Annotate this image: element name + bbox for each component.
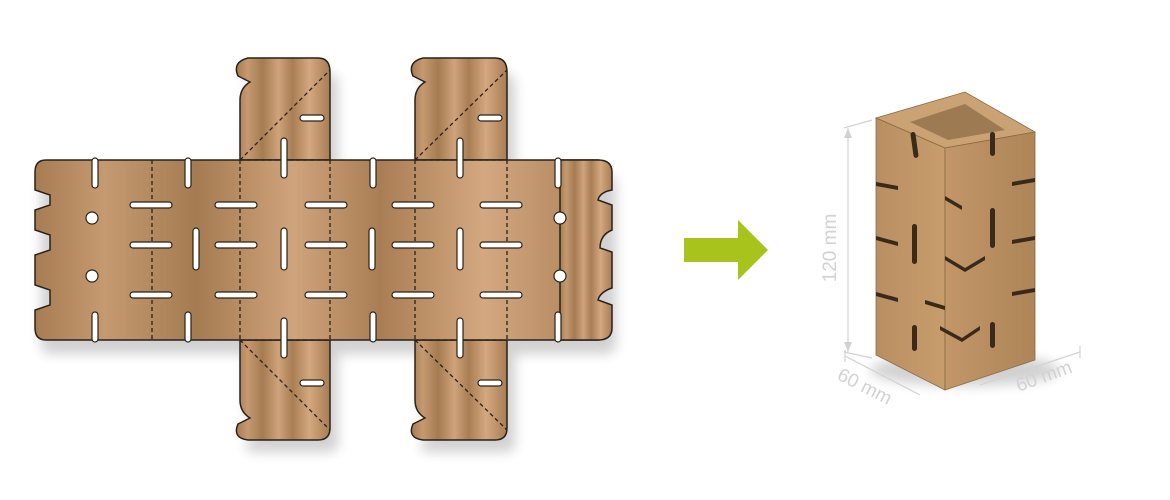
height-dimension-label: 120 mm — [820, 214, 841, 283]
end-holes — [85, 211, 567, 283]
top-flap-left — [235, 57, 331, 161]
flat-net — [34, 57, 616, 452]
box-top-inner — [910, 104, 1005, 140]
dimension-lines — [843, 119, 1081, 396]
top-flap-right — [410, 57, 508, 161]
assembled-box: 120 mm 60 mm 60 mm — [820, 91, 1081, 410]
net-main-band — [34, 159, 611, 341]
box-front-face — [875, 117, 946, 391]
vertical-slots — [192, 137, 464, 359]
band-notches — [91, 157, 562, 343]
box-side-slots — [940, 132, 1035, 348]
bottom-flap-right — [410, 339, 508, 441]
horizontal-slots — [129, 114, 523, 387]
net-right-tab — [559, 159, 613, 341]
bottom-flap-left — [235, 339, 331, 441]
arrow-right-icon — [684, 220, 768, 280]
box-front-slots — [876, 132, 945, 351]
dimension-arrowheads — [844, 128, 852, 352]
box-side-face — [944, 131, 1036, 391]
